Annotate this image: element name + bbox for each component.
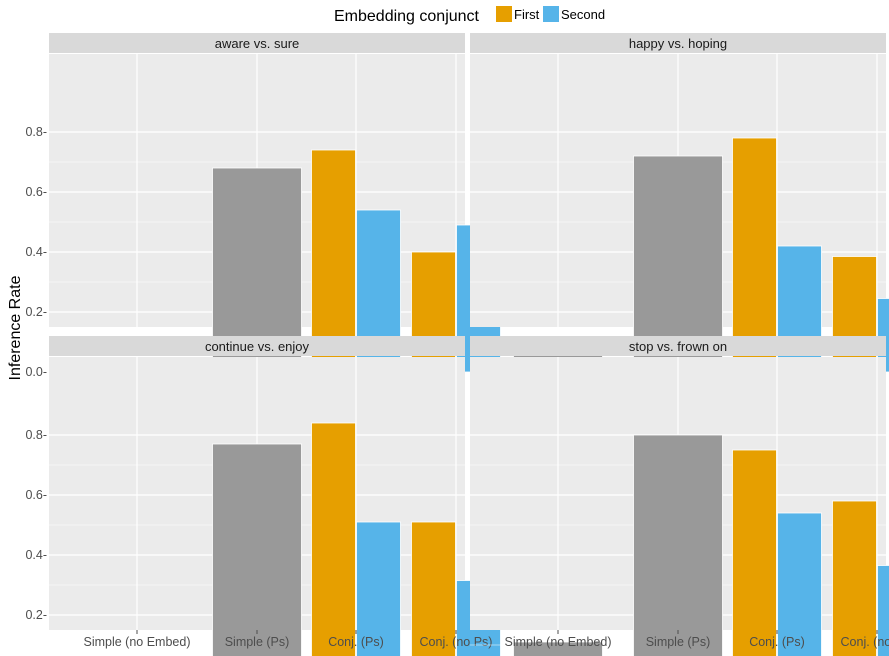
y-tick-label: 0.6- <box>25 488 47 502</box>
bar-first <box>732 449 777 656</box>
y-tick-label: 0.2- <box>25 608 47 622</box>
y-axis-label: Inference Rate <box>7 275 24 380</box>
legend-swatch-first <box>496 6 512 22</box>
bar-single <box>633 434 723 656</box>
panel-title: stop vs. frown on <box>629 339 727 354</box>
x-tick-label: Conj. (no Ps) <box>841 635 889 649</box>
bar-single <box>513 641 603 656</box>
panel-strip <box>470 336 886 356</box>
panel: happy vs. hoping <box>470 33 889 373</box>
bar-second <box>877 565 889 656</box>
bar-second <box>877 298 889 373</box>
panel: stop vs. frown on Simple (no Embed) Simple… <box>470 336 889 656</box>
panel: aware vs. sure 0.0- 0.2- 0.4- 0.6- 0.8- <box>25 33 501 379</box>
y-tick-label: 0.6- <box>25 185 47 199</box>
y-tick-label: 0.4- <box>25 245 47 259</box>
y-tick-label: 0.8- <box>25 125 47 139</box>
panel-title: happy vs. hoping <box>629 36 727 51</box>
x-tick-label: Conj. (Ps) <box>749 635 805 649</box>
bar-first <box>311 422 356 656</box>
legend-title: Embedding conjunct <box>334 8 480 25</box>
y-tick-label: 0.2- <box>25 305 47 319</box>
panel-title: aware vs. sure <box>215 36 300 51</box>
x-tick-label: Simple (Ps) <box>225 635 290 649</box>
legend-label-first: First <box>514 7 540 22</box>
y-tick-label: 0.8- <box>25 428 47 442</box>
y-tick-label: 0.4- <box>25 548 47 562</box>
panel-strip <box>49 33 465 53</box>
bar-second <box>777 512 822 656</box>
panels: aware vs. sure 0.0- 0.2- 0.4- 0.6- 0.8- happy … <box>25 33 889 656</box>
legend-label-second: Second <box>561 7 605 22</box>
x-tick-label: Simple (no Embed) <box>84 635 191 649</box>
panel-strip <box>49 336 465 356</box>
bar-first <box>832 500 877 656</box>
panel: continue vs. enjoy 0.0- 0.2- 0.4- 0.6- 0.8- Si… <box>25 336 501 656</box>
x-tick-label: Conj. (Ps) <box>328 635 384 649</box>
legend-swatch-second <box>543 6 559 22</box>
bar-single <box>212 443 302 656</box>
x-tick-label: Simple (no Embed) <box>505 635 612 649</box>
bar-second <box>356 521 401 656</box>
bar-first <box>411 521 456 656</box>
legend: Embedding conjunct First Second <box>334 6 605 25</box>
bar-first <box>311 149 356 373</box>
y-tick-label: 0.0- <box>25 365 47 379</box>
x-tick-label: Conj. (no Ps) <box>420 635 493 649</box>
x-tick-label: Simple (Ps) <box>646 635 711 649</box>
panel-title: continue vs. enjoy <box>205 339 310 354</box>
panel-strip <box>470 33 886 53</box>
